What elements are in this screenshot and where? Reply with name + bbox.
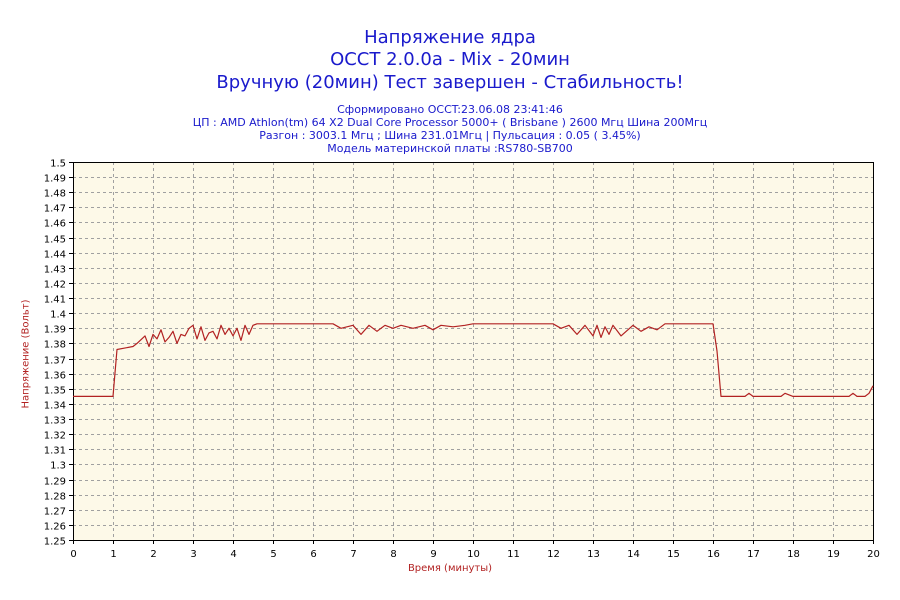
y-tick-label: 1.41: [44, 295, 66, 306]
y-tick-label: 1.5: [50, 159, 66, 170]
y-tick-label: 1.33: [44, 416, 66, 427]
x-tick-label: 10: [467, 549, 480, 560]
x-tick-label: 19: [827, 549, 840, 560]
chart-title-line2: OCCT 2.0.0a - Mix - 20мин: [330, 49, 570, 70]
y-tick-label: 1.44: [44, 250, 66, 261]
x-tick-label: 12: [547, 549, 560, 560]
y-tick-label: 1.43: [44, 265, 66, 276]
x-tick-label: 18: [787, 549, 800, 560]
chart-title-line1: Напряжение ядра: [364, 27, 536, 48]
y-tick-label: 1.37: [44, 356, 66, 367]
x-tick-label: 1: [110, 549, 116, 560]
x-tick-label: 17: [747, 549, 760, 560]
y-tick-label: 1.49: [44, 174, 66, 185]
y-tick-label: 1.34: [44, 401, 66, 412]
y-tick-label: 1.3: [50, 461, 66, 472]
x-tick-label: 2: [150, 549, 156, 560]
y-tick-label: 1.42: [44, 280, 66, 291]
x-tick-label: 14: [627, 549, 640, 560]
x-tick-label: 4: [230, 549, 236, 560]
x-axis-label: Время (минуты): [407, 563, 493, 574]
y-tick-label: 1.31: [44, 446, 66, 457]
y-axis-label: Напряжение (Вольт): [20, 299, 32, 409]
x-tick-label: 20: [867, 549, 880, 560]
y-tick-label: 1.26: [44, 522, 66, 533]
y-tick-label: 1.48: [44, 189, 66, 200]
y-tick-label: 1.25: [44, 537, 66, 548]
x-tick-label: 11: [507, 549, 520, 560]
y-tick-label: 1.32: [44, 431, 66, 442]
y-tick-label: 1.36: [44, 371, 66, 382]
x-tick-label: 6: [310, 549, 316, 560]
x-tick-label: 3: [190, 549, 196, 560]
y-tick-label: 1.35: [44, 386, 66, 397]
y-tick-label: 1.45: [44, 235, 66, 246]
x-tick-label: 7: [350, 549, 356, 560]
y-tick-label: 1.28: [44, 492, 66, 503]
y-tick-label: 1.4: [50, 310, 66, 321]
info-overclock: Разгон : 3003.1 Мгц ; Шина 231.01Мгц | П…: [259, 129, 641, 142]
x-tick-label: 9: [430, 549, 436, 560]
y-tick-label: 1.47: [44, 204, 66, 215]
x-tick-label: 5: [270, 549, 276, 560]
x-tick-label: 15: [667, 549, 680, 560]
x-tick-label: 16: [707, 549, 720, 560]
y-tick-label: 1.39: [44, 325, 66, 336]
y-tick-label: 1.46: [44, 219, 66, 230]
info-cpu: ЦП : AMD Athlon(tm) 64 X2 Dual Core Proc…: [192, 116, 708, 129]
info-motherboard: Модель материнской платы :RS780-SB700: [327, 142, 573, 155]
y-tick-label: 1.29: [44, 477, 66, 488]
x-tick-label: 13: [587, 549, 600, 560]
x-tick-label: 0: [70, 549, 76, 560]
chart-title-line3: Вручную (20мин) Тест завершен - Стабильн…: [216, 72, 684, 93]
y-tick-label: 1.38: [44, 340, 66, 351]
series-line-voltage: [73, 323, 874, 397]
x-tick-label: 8: [390, 549, 396, 560]
y-tick-label: 1.27: [44, 507, 66, 518]
info-generated: Сформировано OCCT:23.06.08 23:41:46: [337, 103, 563, 116]
